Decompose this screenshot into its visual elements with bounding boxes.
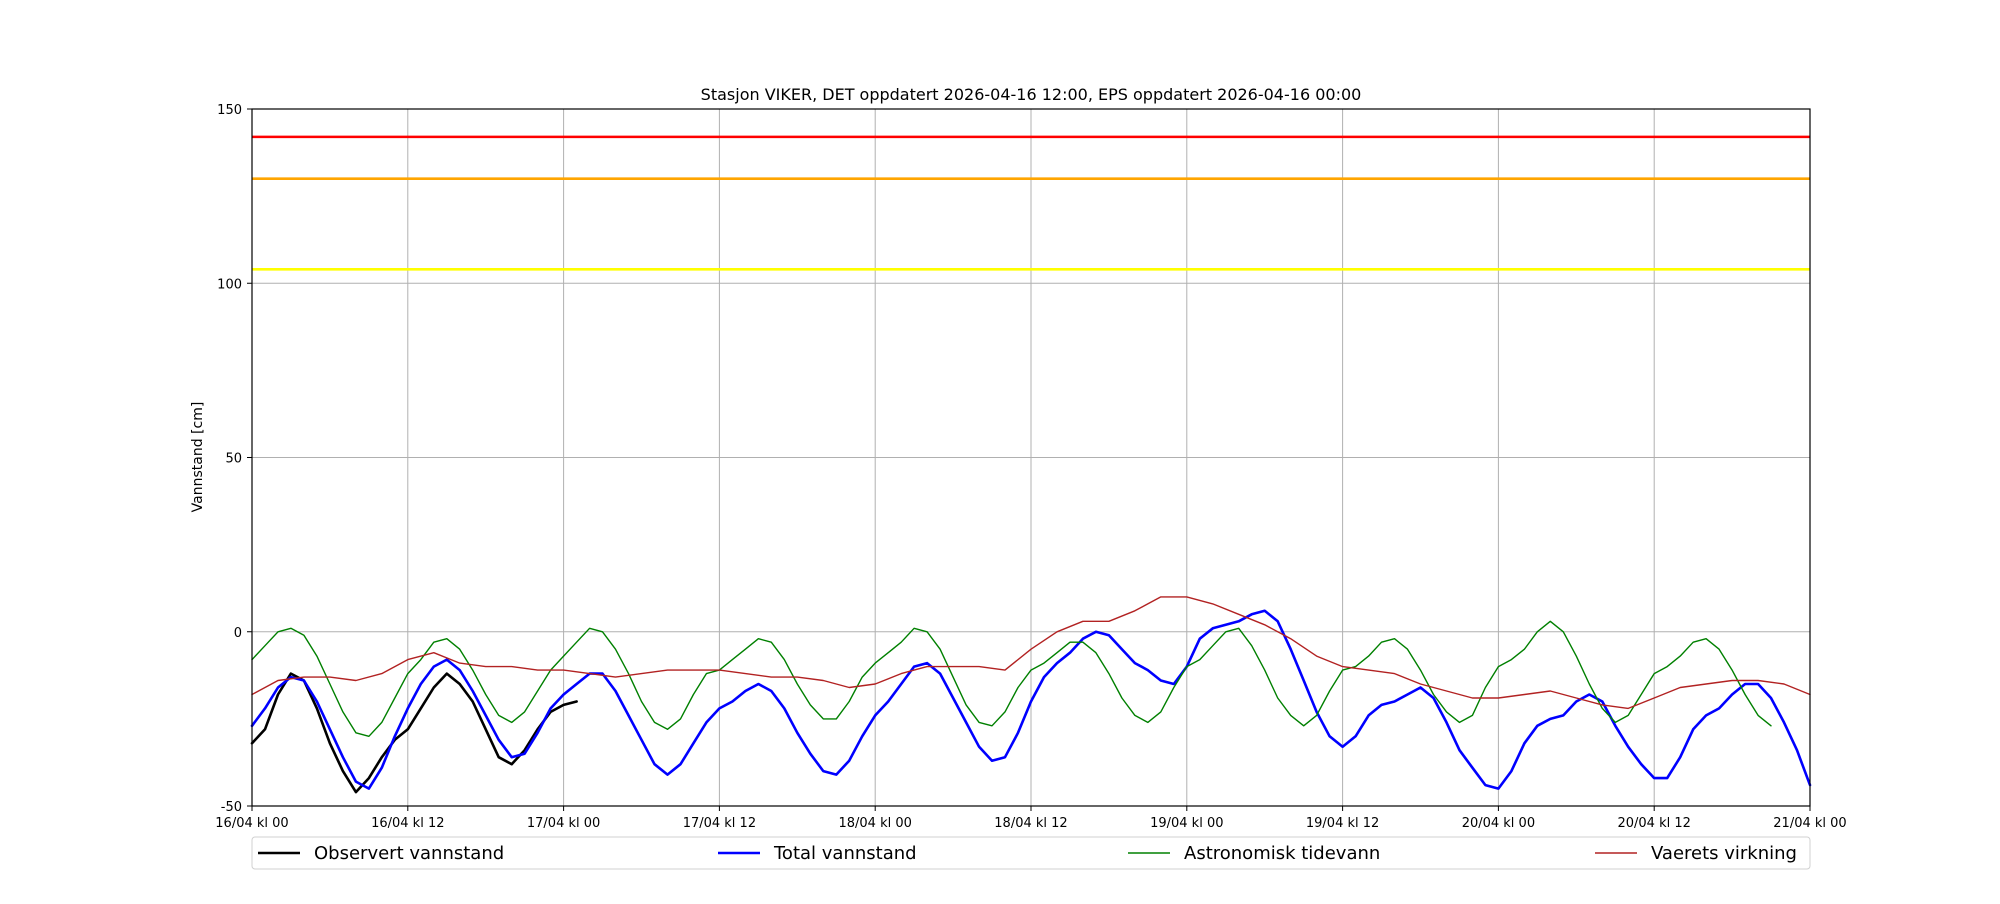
x-tick-label-1: 16/04 kl 12 xyxy=(371,816,444,831)
series-line-vaerets-virkning xyxy=(251,596,1811,710)
legend-label-0: Observert vannstand xyxy=(314,843,504,864)
x-tick-label-3: 17/04 kl 12 xyxy=(683,816,756,831)
x-tick-label-8: 20/04 kl 00 xyxy=(1462,816,1535,831)
x-tick-label-2: 17/04 kl 00 xyxy=(527,816,600,831)
x-tick-label-10: 21/04 kl 00 xyxy=(1773,816,1846,831)
y-tick-label-3: 100 xyxy=(217,277,242,292)
series-lines xyxy=(250,596,1812,794)
threshold-lines xyxy=(252,135,1810,271)
y-axis-label: Vannstand [cm] xyxy=(190,402,206,513)
x-tick-label-9: 20/04 kl 12 xyxy=(1617,816,1690,831)
x-axis-ticks: 16/04 kl 00 16/04 kl 12 17/04 kl 00 17/04 k… xyxy=(215,806,1847,831)
x-tick-label-0: 16/04 kl 00 xyxy=(215,816,288,831)
legend: Observert vannstand Total vannstand Astron… xyxy=(251,836,1811,870)
y-axis-ticks: -50 0 50 100 150 xyxy=(217,103,252,815)
x-tick-label-5: 18/04 kl 12 xyxy=(994,816,1067,831)
x-tick-label-4: 18/04 kl 00 xyxy=(838,816,911,831)
y-tick-label-4: 150 xyxy=(217,103,242,118)
legend-label-1: Total vannstand xyxy=(773,843,917,864)
series-line-total-vannstand xyxy=(250,609,1812,790)
legend-box xyxy=(251,836,1811,870)
x-tick-label-6: 19/04 kl 00 xyxy=(1150,816,1223,831)
y-tick-label-1: 0 xyxy=(234,626,242,641)
y-tick-label-2: 50 xyxy=(225,452,242,467)
x-tick-label-7: 19/04 kl 12 xyxy=(1306,816,1379,831)
series-line-astronomisk-tidevann xyxy=(251,620,1772,737)
legend-label-3: Vaerets virkning xyxy=(1651,843,1797,864)
y-tick-label-0: -50 xyxy=(221,800,242,815)
chart-title: Stasjon VIKER, DET oppdatert 2026-04-16 … xyxy=(701,85,1362,104)
legend-label-2: Astronomisk tidevann xyxy=(1184,843,1380,864)
